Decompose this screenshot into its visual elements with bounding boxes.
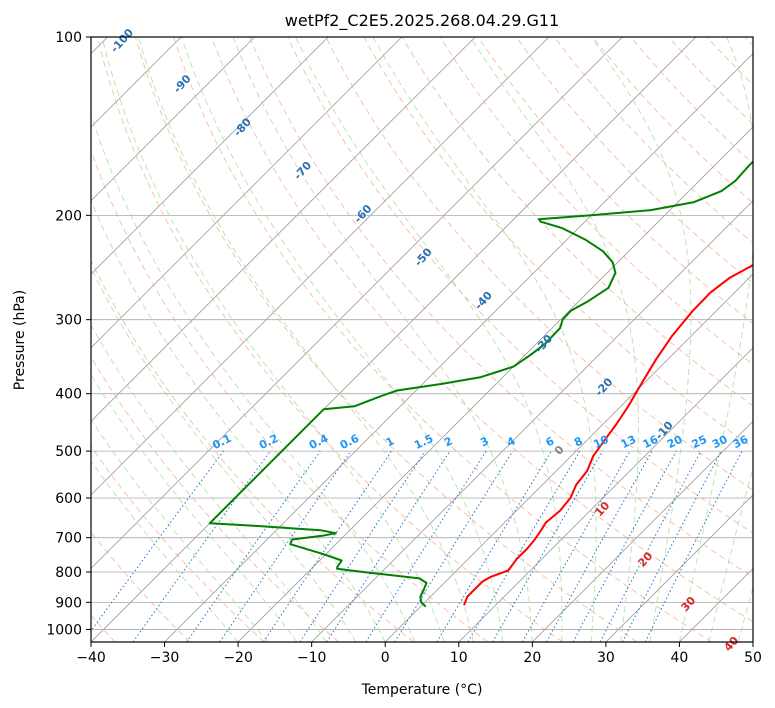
moist-adiabat-line [678,37,753,642]
y-tick-label: 100 [55,30,82,46]
y-tick-label: 600 [55,491,82,507]
isotherm-line [384,273,753,642]
mixing-ratio-label: 10 [591,433,611,452]
isotherm-line [458,347,753,642]
mixing-ratio-line [522,450,631,642]
y-tick-label: 1000 [46,622,82,638]
x-tick-label: 0 [381,650,390,666]
moist-adiabat-line [91,324,327,642]
x-tick-label: −20 [223,650,253,666]
mixing-ratio-line [91,450,224,632]
series-layer [208,160,753,608]
dry-adiabat-line [135,37,638,642]
moist-adiabat-line [137,37,474,642]
isotherm-line [91,37,329,275]
y-tick-label: 400 [55,387,82,403]
background-lines [91,37,753,642]
moist-adiabat-line [91,267,357,642]
y-tick-label: 800 [55,565,82,581]
temperature-line [463,264,753,606]
moist-adiabat-line [180,37,504,642]
moist-adiabat-line [91,373,298,642]
dry-adiabat-line [515,37,753,284]
moist-adiabat-line [737,585,753,642]
isotherm-line [91,37,697,642]
mixing-ratio-label: 25 [690,433,709,451]
dewpoint-line [208,160,753,608]
x-tick-label: 20 [523,650,541,666]
isotherm-line [91,37,403,349]
dry-adiabat-line [325,37,753,491]
y-axis-label: Pressure (hPa) [12,290,28,390]
chart-title: wetPf2_C2E5.2025.268.04.29.G11 [285,11,559,31]
x-tick-label: −40 [76,650,106,666]
moist-adiabat-line [91,460,239,642]
plot-frame [90,36,754,643]
moist-adiabat-line [295,37,563,642]
mixing-ratio-line [219,450,352,642]
mixing-ratio-line [546,450,653,642]
mixing-ratio-line [572,450,677,642]
mixing-ratio-line [132,450,271,642]
x-tick-label: 40 [671,650,689,666]
dry-adiabat-line [287,37,753,534]
isotherm-line [91,37,623,570]
dry-adiabat-line [96,37,563,642]
x-axis-label: Temperature (°C) [361,682,483,698]
moist-adiabat-line [101,37,445,642]
mixing-ratio-label: 36 [731,433,751,452]
moist-adiabat-line [591,37,692,642]
dry-adiabat-line [91,259,414,642]
x-tick-label: 30 [597,650,615,666]
dry-adiabat-line [91,445,265,642]
isotherm-line [237,126,753,642]
x-axis: −40 −30 −20 −10 0 10 20 30 40 50 [76,642,762,666]
mixing-ratio-line [394,450,514,642]
moist-adiabat-line [372,37,597,642]
y-tick-label: 900 [55,595,82,611]
mixing-ratio-line [263,450,392,642]
mixing-ratio-label: 16 [641,433,661,452]
y-tick-label: 300 [55,313,82,329]
moist-adiabat-line [91,199,386,642]
y-tick-label: 200 [55,208,82,224]
mixing-ratio-line [326,450,451,642]
isotherm-line [605,494,753,642]
moist-adiabat-line [469,37,639,642]
dry-adiabat-line [211,37,753,623]
mixing-ratio-line [186,450,321,642]
moist-adiabat-line [91,113,416,642]
moist-adiabat-line [232,37,533,642]
dry-adiabat-line [249,37,753,578]
mixing-ratio-label: 30 [710,433,730,452]
mixing-ratio-label: 20 [665,433,685,452]
isotherm-line [91,37,476,422]
x-tick-label: 10 [450,650,468,666]
y-tick-label: 700 [55,531,82,547]
x-tick-label: 50 [744,650,762,666]
dry-adiabat-line [91,355,340,642]
moist-adiabat-line [91,418,268,642]
isotherm-line [91,37,255,202]
x-tick-label: −10 [297,650,327,666]
mixing-ratio-line [299,450,426,642]
moist-adiabat-line [708,465,753,642]
isotherm-line [164,52,753,642]
y-tick-label: 500 [55,444,82,460]
y-axis: 100 200 300 400 500 600 700 800 900 1000 [46,30,91,638]
mixing-ratio-label: 13 [619,433,638,451]
dry-adiabat-line [173,37,713,642]
isotherm-line [532,420,753,642]
mixing-ratio-line [644,450,743,642]
x-tick-label: −30 [150,650,180,666]
